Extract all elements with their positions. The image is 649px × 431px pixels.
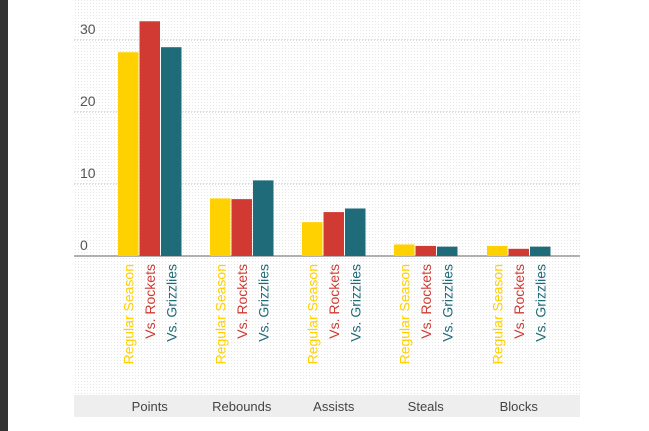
y-tick-label: 20 (80, 93, 96, 109)
series-label: Vs. Rockets (234, 264, 250, 339)
bar-blocks-series-2 (530, 246, 551, 256)
x-category-label: Assists (313, 399, 355, 414)
series-label: Regular Season (396, 264, 412, 364)
series-label: Vs. Grizzlies (255, 264, 271, 342)
series-label: Regular Season (304, 264, 320, 364)
series-label: Regular Season (212, 264, 228, 364)
series-label: Vs. Rockets (326, 264, 342, 339)
series-label: Vs. Grizzlies (347, 264, 363, 342)
series-label: Vs. Grizzlies (163, 264, 179, 342)
bar-steals-series-2 (437, 246, 458, 256)
bar-blocks-series-1 (508, 248, 529, 256)
series-label: Vs. Rockets (511, 264, 527, 339)
bar-rebounds-series-0 (210, 198, 231, 256)
x-category-label: Blocks (500, 399, 539, 414)
series-label: Regular Season (120, 264, 136, 364)
x-category-label: Steals (408, 399, 445, 414)
bar-rebounds-series-2 (253, 180, 274, 256)
bar-steals-series-1 (415, 245, 436, 256)
series-label: Vs. Grizzlies (532, 264, 548, 342)
y-tick-label: 10 (80, 165, 96, 181)
category-band (74, 395, 580, 417)
y-tick-label: 0 (80, 237, 88, 253)
series-label: Vs. Grizzlies (439, 264, 455, 342)
bar-assists-series-1 (323, 212, 344, 256)
series-label: Vs. Rockets (142, 264, 158, 339)
bar-rebounds-series-1 (231, 199, 252, 256)
x-category-label: Points (132, 399, 169, 414)
series-label: Regular Season (489, 264, 505, 364)
bar-steals-series-0 (394, 244, 415, 256)
y-tick-label: 30 (80, 21, 96, 37)
bar-points-series-2 (161, 47, 182, 257)
series-label: Vs. Rockets (418, 264, 434, 339)
bar-assists-series-2 (345, 208, 366, 256)
left-edge-bar (0, 0, 8, 431)
bar-blocks-series-0 (487, 245, 508, 256)
x-category-label: Rebounds (212, 399, 272, 414)
bar-points-series-1 (139, 21, 160, 257)
bar-points-series-0 (118, 52, 139, 256)
bar-assists-series-0 (302, 222, 323, 256)
